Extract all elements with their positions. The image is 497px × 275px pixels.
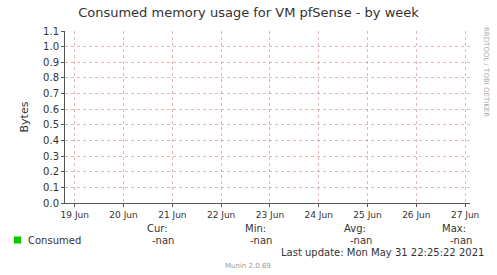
svg-text:RRDTOOL / TOBI OETIKER: RRDTOOL / TOBI OETIKER bbox=[482, 27, 490, 117]
svg-text:Max:: Max: bbox=[442, 223, 466, 234]
svg-text:-nan: -nan bbox=[450, 235, 472, 246]
svg-text:-nan: -nan bbox=[350, 235, 372, 246]
svg-text:0.6: 0.6 bbox=[43, 104, 59, 115]
svg-text:24 Jun: 24 Jun bbox=[305, 210, 333, 220]
svg-text:21 Jun: 21 Jun bbox=[158, 210, 186, 220]
svg-text:0.2: 0.2 bbox=[43, 166, 59, 177]
svg-text:-nan: -nan bbox=[152, 235, 174, 246]
svg-text:0.7: 0.7 bbox=[43, 88, 59, 99]
svg-text:Last update: Mon May 31 22:25:: Last update: Mon May 31 22:25:22 2021 bbox=[281, 247, 484, 258]
svg-text:-nan: -nan bbox=[250, 235, 272, 246]
svg-text:Consumed: Consumed bbox=[28, 235, 81, 246]
svg-text:1.0: 1.0 bbox=[43, 41, 59, 52]
svg-text:25 Jun: 25 Jun bbox=[353, 210, 381, 220]
svg-text:1.1: 1.1 bbox=[43, 26, 59, 37]
svg-text:Avg:: Avg: bbox=[344, 223, 366, 234]
svg-text:Munin 2.0.69: Munin 2.0.69 bbox=[225, 262, 271, 270]
svg-text:19 Jun: 19 Jun bbox=[61, 210, 89, 220]
svg-text:26 Jun: 26 Jun bbox=[402, 210, 430, 220]
svg-text:0.5: 0.5 bbox=[43, 119, 59, 130]
svg-text:0.8: 0.8 bbox=[43, 72, 59, 83]
svg-text:0.0: 0.0 bbox=[43, 198, 59, 209]
svg-text:Consumed memory usage for VM p: Consumed memory usage for VM pfSense - b… bbox=[78, 5, 419, 20]
svg-text:23 Jun: 23 Jun bbox=[256, 210, 284, 220]
svg-text:Cur:: Cur: bbox=[147, 223, 168, 234]
svg-text:0.9: 0.9 bbox=[43, 57, 59, 68]
svg-text:Min:: Min: bbox=[245, 223, 266, 234]
svg-text:22 Jun: 22 Jun bbox=[207, 210, 235, 220]
svg-text:Bytes: Bytes bbox=[18, 101, 31, 132]
svg-text:20 Jun: 20 Jun bbox=[109, 210, 137, 220]
svg-text:0.4: 0.4 bbox=[43, 135, 59, 146]
svg-text:0.1: 0.1 bbox=[43, 182, 59, 193]
svg-text:0.3: 0.3 bbox=[43, 151, 59, 162]
svg-text:27 Jun: 27 Jun bbox=[451, 210, 479, 220]
